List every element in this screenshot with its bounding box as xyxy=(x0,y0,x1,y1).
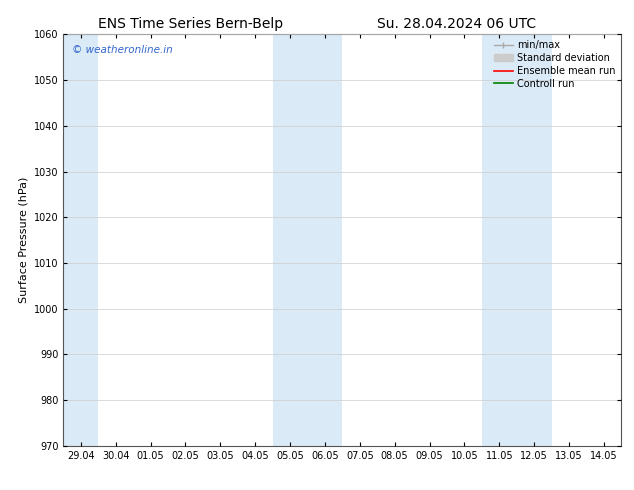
Legend: min/max, Standard deviation, Ensemble mean run, Controll run: min/max, Standard deviation, Ensemble me… xyxy=(489,36,619,93)
Text: © weatheronline.in: © weatheronline.in xyxy=(72,45,172,54)
Y-axis label: Surface Pressure (hPa): Surface Pressure (hPa) xyxy=(18,177,29,303)
Bar xyxy=(273,34,342,446)
Text: ENS Time Series Bern-Belp: ENS Time Series Bern-Belp xyxy=(98,17,283,31)
Bar xyxy=(482,34,552,446)
Text: Su. 28.04.2024 06 UTC: Su. 28.04.2024 06 UTC xyxy=(377,17,536,31)
Bar xyxy=(63,34,98,446)
